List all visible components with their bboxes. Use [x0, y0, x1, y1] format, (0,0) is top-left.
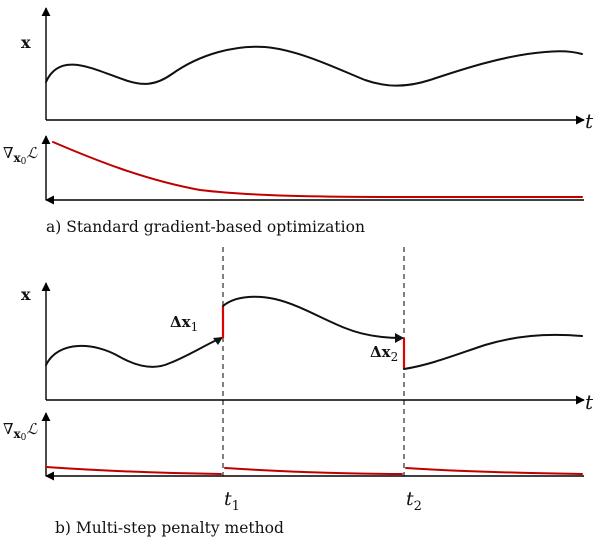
panel-a-caption: a) Standard gradient-based optimization — [46, 218, 365, 236]
panel-b-gradient-segment-1 — [45, 466, 222, 475]
panel-b-caption: b) Multi-step penalty method — [55, 519, 284, 537]
panel-a: x t ∇x0ℒ a) Standard gradient-based opti… — [3, 7, 594, 236]
jump-1-label: Δx1 — [170, 313, 198, 334]
panel-b-state-segment-3 — [403, 333, 583, 370]
panel-b-gradient-segment-3 — [405, 467, 583, 475]
panel-b-gradient-segment-2 — [224, 467, 403, 475]
svg-text:∇x0ℒ: ∇x0ℒ — [3, 420, 38, 443]
svg-text:∇x0ℒ: ∇x0ℒ — [3, 144, 38, 167]
segment-1-arrowhead — [213, 337, 223, 345]
panel-b-grad-label: ∇x0ℒ — [3, 420, 38, 443]
panel-a-gradient-curve — [52, 141, 583, 199]
panel-b-state-segment-1 — [45, 337, 222, 368]
panel-b-time-label: t — [585, 390, 594, 414]
segment-2-arrowhead — [395, 333, 404, 343]
t2-label: t2 — [406, 488, 422, 514]
panel-a-grad-label: ∇x0ℒ — [3, 144, 38, 167]
panel-b-state-segment-2 — [222, 295, 403, 339]
panel-a-state-label: x — [21, 33, 31, 52]
jump-2-label: Δx2 — [370, 343, 398, 364]
panel-a-time-label: t — [585, 109, 594, 133]
panel-b: x t Δx1 Δx2 ∇x0ℒ t1 t2 b) Multi-step pe — [3, 247, 594, 537]
panel-b-state-label: x — [21, 285, 31, 304]
panel-a-state-curve — [45, 45, 583, 87]
t1-label: t1 — [224, 488, 240, 514]
